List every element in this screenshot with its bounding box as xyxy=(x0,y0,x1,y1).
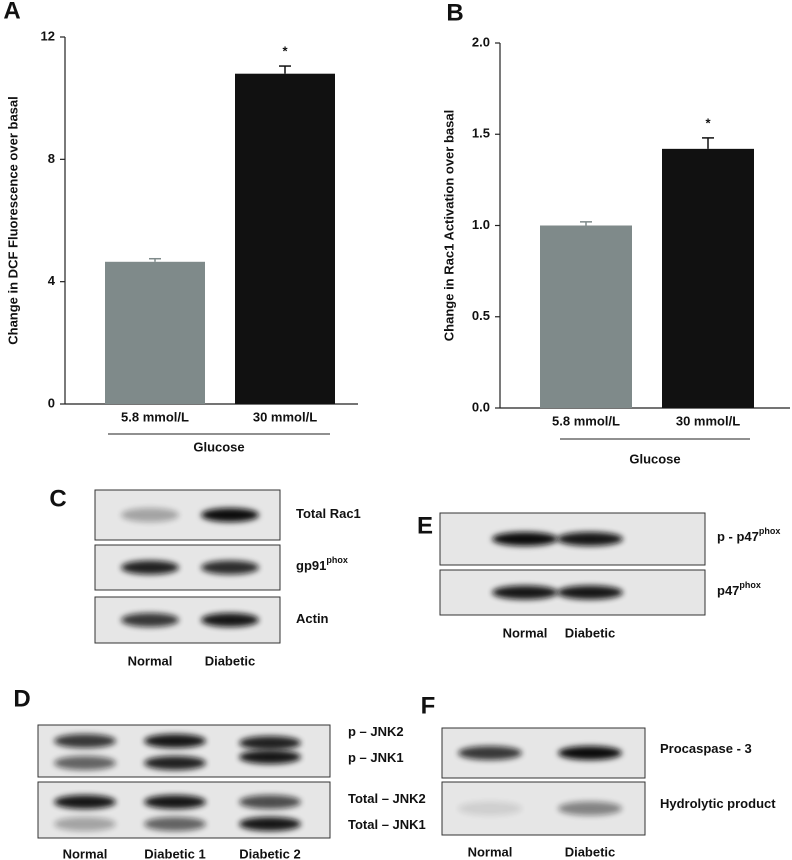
y-tick-label: 1.0 xyxy=(472,217,490,232)
blot-band xyxy=(121,560,179,575)
blot-band xyxy=(458,746,522,760)
blot-band xyxy=(144,734,206,748)
panel-label: F xyxy=(421,692,436,719)
x-tick-label: 30 mmol/L xyxy=(253,409,317,424)
lane-label: Diabetic 2 xyxy=(239,846,300,860)
y-tick-label: 2.0 xyxy=(472,34,490,49)
bar xyxy=(105,261,205,404)
band-label: p – JNK2 xyxy=(348,724,404,739)
blot-band xyxy=(144,817,206,831)
band-label: Procaspase - 3 xyxy=(660,741,752,756)
bar xyxy=(662,148,754,408)
band-name: p – JNK2 xyxy=(348,724,404,739)
y-tick-label: 1.5 xyxy=(472,126,490,141)
x-axis-label: Glucose xyxy=(193,439,244,454)
blot-band xyxy=(239,750,301,764)
blot-band xyxy=(201,508,259,522)
blot-band xyxy=(492,532,558,546)
y-tick-label: 0.0 xyxy=(472,399,490,414)
y-tick-label: 4 xyxy=(48,273,56,288)
blot-band xyxy=(557,532,623,546)
significance-mark: * xyxy=(705,115,711,130)
blot-band xyxy=(558,746,622,760)
bar xyxy=(235,73,335,404)
lane-label: Normal xyxy=(63,846,108,860)
panel-label: D xyxy=(13,685,30,712)
band-label: p – JNK1 xyxy=(348,750,404,765)
blot-band xyxy=(121,508,179,522)
band-name: Total – JNK1 xyxy=(348,817,426,832)
blot-band xyxy=(144,756,206,770)
x-tick-label: 5.8 mmol/L xyxy=(121,409,189,424)
band-label: Hydrolytic product xyxy=(660,796,776,811)
x-tick-label: 5.8 mmol/L xyxy=(552,413,620,428)
y-tick-label: 0 xyxy=(48,395,55,410)
blot-band xyxy=(458,801,522,816)
y-axis-label: Change in DCF Fluorescence over basal xyxy=(5,96,20,345)
x-axis-label: Glucose xyxy=(629,451,680,466)
x-tick-label: 30 mmol/L xyxy=(676,413,740,428)
panel-label: B xyxy=(446,0,463,26)
significance-mark: * xyxy=(282,43,288,58)
band-name: Actin xyxy=(296,611,329,626)
blot-band xyxy=(201,613,259,627)
blot-band xyxy=(239,736,301,750)
blot-band xyxy=(558,801,622,816)
blot-band xyxy=(54,817,116,831)
band-label: Actin xyxy=(296,611,329,626)
panel-label: E xyxy=(417,512,433,539)
band-label: p47phox xyxy=(717,580,761,598)
band-label: Total – JNK2 xyxy=(348,791,426,806)
lane-label: Normal xyxy=(468,844,513,859)
y-tick-label: 0.5 xyxy=(472,308,490,323)
lane-label: Diabetic xyxy=(565,625,616,640)
blot-band xyxy=(492,585,558,600)
blot-band xyxy=(239,795,301,809)
blot-band xyxy=(54,756,116,770)
band-label: p - p47phox xyxy=(717,526,780,544)
bar xyxy=(540,225,632,408)
band-label: gp91phox xyxy=(296,555,348,573)
band-name: Hydrolytic product xyxy=(660,796,776,811)
lane-label: Diabetic xyxy=(565,844,616,859)
y-axis-label: Change in Rac1 Activation over basal xyxy=(441,110,456,341)
lane-label: Normal xyxy=(503,625,548,640)
panel-label: A xyxy=(3,0,20,24)
blot-band xyxy=(54,734,116,748)
band-name: p - p47 xyxy=(717,529,759,544)
y-tick-label: 8 xyxy=(48,151,55,166)
band-name: Procaspase - 3 xyxy=(660,741,752,756)
blot-band xyxy=(121,613,179,627)
band-name: gp91 xyxy=(296,558,326,573)
lane-label: Normal xyxy=(128,653,173,668)
band-label: Total Rac1 xyxy=(296,506,361,521)
blot-band xyxy=(557,585,623,600)
blot-band xyxy=(239,817,301,831)
band-superscript: phox xyxy=(739,580,761,590)
panel-label: C xyxy=(49,485,66,512)
blot-band xyxy=(201,560,259,575)
band-superscript: phox xyxy=(326,555,348,565)
blot-band xyxy=(54,795,116,809)
band-name: p47 xyxy=(717,583,739,598)
band-superscript: phox xyxy=(759,526,781,536)
band-name: Total Rac1 xyxy=(296,506,361,521)
blot-band xyxy=(144,795,206,809)
lane-label: Diabetic xyxy=(205,653,256,668)
band-label: Total – JNK1 xyxy=(348,817,426,832)
band-name: Total – JNK2 xyxy=(348,791,426,806)
band-name: p – JNK1 xyxy=(348,750,404,765)
lane-label: Diabetic 1 xyxy=(144,846,205,860)
y-tick-label: 12 xyxy=(41,28,55,43)
